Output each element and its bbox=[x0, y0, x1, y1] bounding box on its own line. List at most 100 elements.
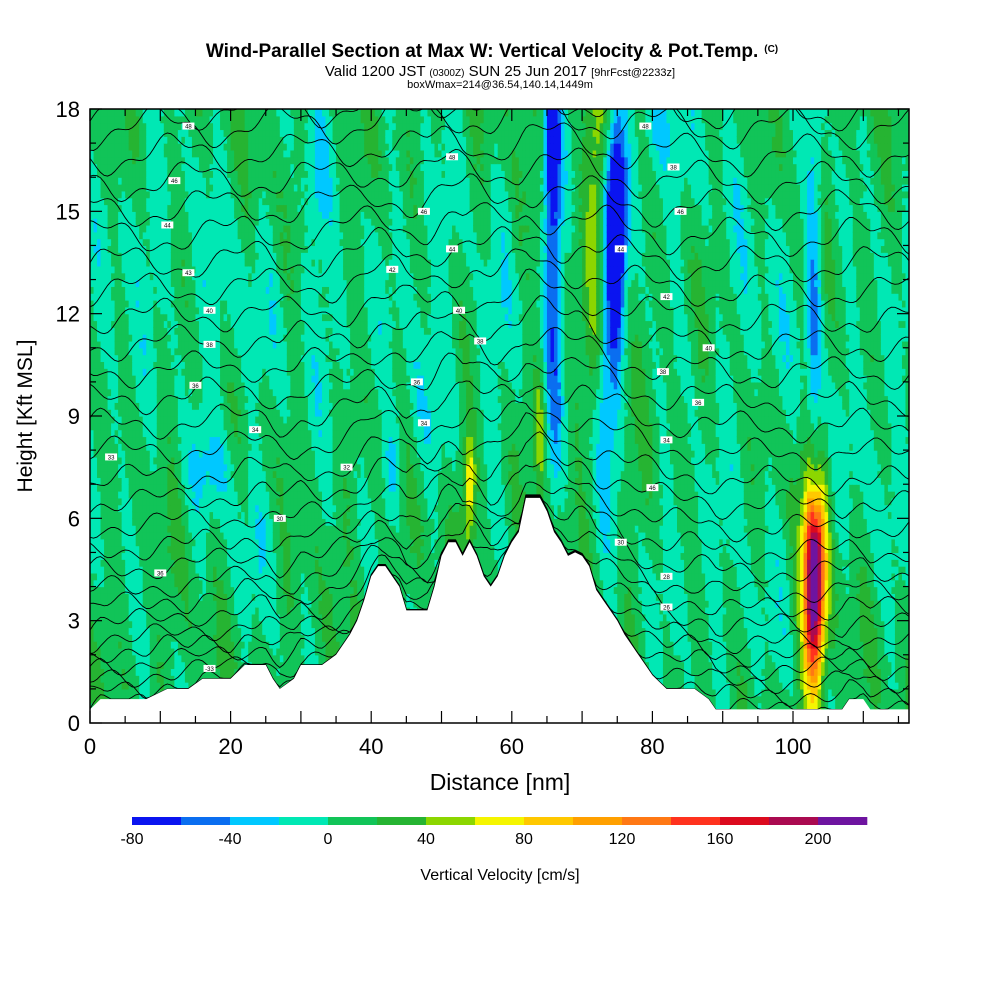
w-cell bbox=[241, 136, 246, 144]
w-cell bbox=[195, 279, 200, 287]
w-cell bbox=[146, 531, 151, 540]
w-cell bbox=[160, 607, 165, 615]
w-cell bbox=[111, 579, 116, 588]
w-cell bbox=[191, 654, 197, 663]
w-cell bbox=[90, 115, 95, 124]
w-cell bbox=[177, 484, 182, 492]
w-cell bbox=[142, 340, 147, 349]
w-cell bbox=[262, 470, 267, 478]
w-cell bbox=[188, 129, 193, 137]
w-cell bbox=[163, 381, 168, 390]
w-cell bbox=[93, 334, 98, 342]
w-cell bbox=[146, 156, 151, 165]
w-cell bbox=[251, 300, 256, 308]
w-cell bbox=[149, 395, 154, 403]
w-cell bbox=[241, 470, 246, 478]
w-cell bbox=[188, 259, 193, 267]
w-cell bbox=[100, 320, 105, 328]
w-cell bbox=[174, 572, 179, 581]
w-cell bbox=[191, 170, 197, 178]
w-cell bbox=[149, 381, 154, 390]
w-cell bbox=[265, 368, 270, 376]
w-cell bbox=[170, 675, 175, 683]
w-cell bbox=[149, 197, 154, 206]
w-cell bbox=[128, 436, 133, 444]
w-cell bbox=[198, 340, 204, 349]
w-cell bbox=[188, 184, 193, 192]
w-cell bbox=[258, 613, 263, 622]
w-cell bbox=[272, 579, 277, 588]
w-cell bbox=[90, 211, 95, 219]
w-cell bbox=[209, 497, 214, 506]
w-cell bbox=[93, 177, 98, 185]
w-cell bbox=[104, 607, 109, 615]
w-cell bbox=[269, 368, 274, 376]
w-cell bbox=[160, 265, 165, 274]
w-cell bbox=[223, 300, 228, 308]
w-cell bbox=[191, 613, 197, 622]
w-cell bbox=[202, 218, 207, 226]
w-cell bbox=[213, 286, 218, 294]
w-cell bbox=[206, 450, 211, 458]
w-cell bbox=[269, 265, 274, 274]
w-cell bbox=[198, 300, 204, 308]
w-cell bbox=[279, 450, 284, 458]
w-cell bbox=[128, 259, 133, 267]
w-cell bbox=[279, 190, 284, 199]
w-cell bbox=[265, 566, 270, 574]
w-cell bbox=[153, 538, 158, 547]
w-cell bbox=[213, 613, 218, 622]
w-cell bbox=[167, 361, 172, 369]
w-cell bbox=[104, 566, 109, 574]
w-cell bbox=[153, 497, 158, 506]
w-cell bbox=[146, 525, 151, 533]
w-cell bbox=[230, 511, 235, 519]
w-cell bbox=[248, 156, 253, 165]
w-cell bbox=[146, 586, 151, 594]
w-cell bbox=[160, 504, 165, 513]
w-cell bbox=[156, 149, 161, 158]
w-cell bbox=[206, 545, 211, 554]
w-cell bbox=[135, 313, 140, 322]
w-cell bbox=[248, 300, 253, 308]
w-cell bbox=[111, 347, 116, 356]
w-cell bbox=[97, 538, 102, 547]
w-cell bbox=[244, 218, 249, 226]
w-cell bbox=[139, 109, 144, 117]
w-cell bbox=[216, 279, 221, 287]
w-cell bbox=[262, 600, 267, 608]
w-cell bbox=[111, 279, 116, 287]
w-cell bbox=[276, 627, 281, 635]
w-cell bbox=[255, 463, 260, 472]
w-cell bbox=[276, 361, 281, 369]
w-cell bbox=[227, 552, 232, 560]
w-cell bbox=[97, 245, 102, 253]
w-cell bbox=[132, 197, 137, 206]
w-cell bbox=[135, 197, 140, 206]
w-cell bbox=[181, 129, 186, 137]
w-cell bbox=[227, 525, 232, 533]
w-cell bbox=[142, 491, 147, 499]
w-cell bbox=[220, 115, 225, 124]
w-cell bbox=[255, 334, 260, 342]
w-cell bbox=[153, 238, 158, 247]
w-cell bbox=[149, 497, 154, 506]
w-cell bbox=[181, 538, 186, 547]
w-cell bbox=[146, 204, 151, 212]
w-cell bbox=[220, 429, 225, 438]
w-cell bbox=[237, 607, 242, 615]
w-cell bbox=[142, 190, 147, 199]
w-cell bbox=[272, 354, 277, 363]
w-cell bbox=[177, 300, 182, 308]
w-cell bbox=[142, 368, 147, 376]
w-cell bbox=[132, 177, 137, 185]
w-cell bbox=[279, 197, 284, 206]
w-cell bbox=[227, 456, 232, 465]
w-cell bbox=[202, 409, 207, 417]
w-cell bbox=[97, 566, 102, 574]
w-cell bbox=[121, 395, 126, 403]
w-cell bbox=[125, 620, 130, 629]
w-cell bbox=[265, 484, 270, 492]
w-cell bbox=[135, 238, 140, 247]
w-cell bbox=[90, 122, 95, 131]
